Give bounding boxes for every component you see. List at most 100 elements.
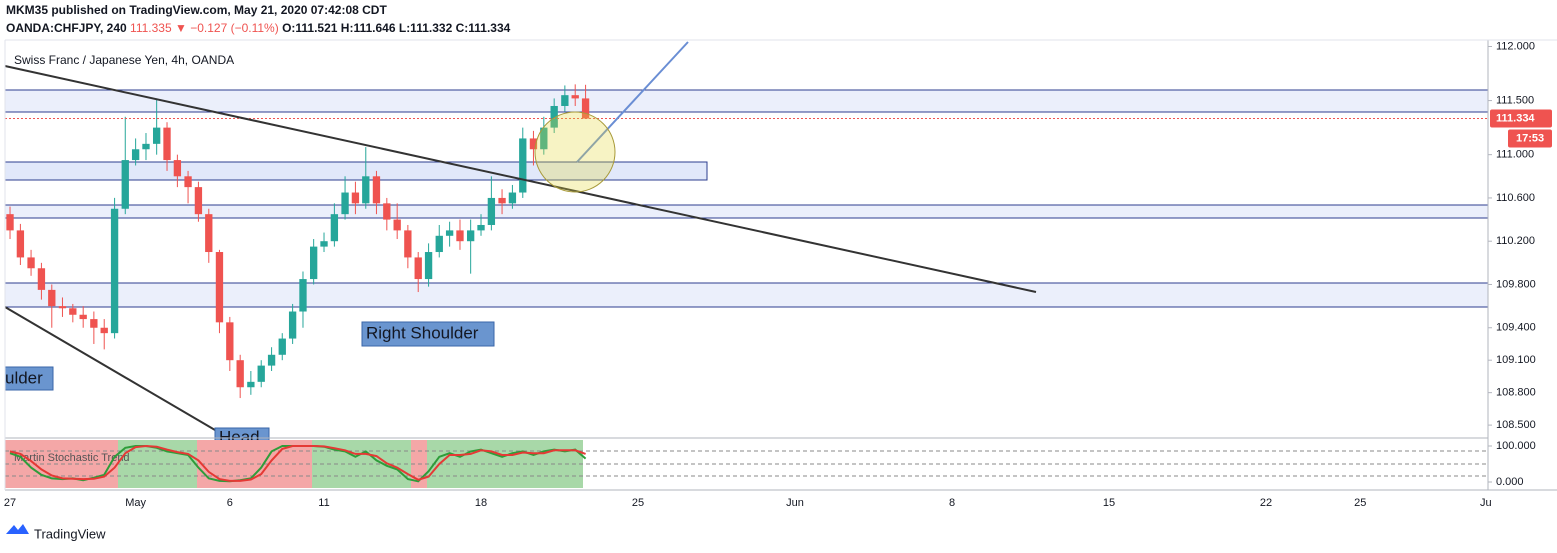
candle-body [194,187,203,215]
candle-body [414,257,422,280]
candle-body [6,214,14,231]
x-tick-label: 27 [4,497,16,509]
y-tick-label: 108.800 [1496,387,1536,399]
x-tick-label: Ju [1480,497,1492,509]
y-tick-label: 109.100 [1496,354,1536,366]
candle-body [383,203,391,220]
candle-body [163,127,171,161]
candle-body [508,192,517,204]
highlight-circle [534,111,616,193]
x-tick-label: 6 [227,497,233,509]
y-tick-label: 109.400 [1496,322,1536,334]
axes: 27 May 6 11 18 25 Jun 8 15 22 25 Ju 112.000 111.500 11… [4,40,1552,509]
candle-body [110,208,119,334]
y-tick-label: 111.000 [1496,149,1534,161]
x-tick-label: May [125,497,146,509]
zone [4,204,1489,219]
candle-body [519,138,527,193]
brand: TradingView [34,526,106,541]
drawings [4,89,1489,308]
candle-body [131,149,140,161]
candle-body [571,95,579,99]
chart-title: Swiss Franc / Japanese Yen, 4h, OANDA [14,53,234,67]
candle-body [529,138,538,150]
ohlc: H:111.646 [340,21,396,35]
candle-body [267,354,276,366]
x-tick-label: 22 [1260,497,1272,509]
candle-body [299,279,307,312]
candle-body [309,246,318,280]
candle-body [184,176,192,188]
candle-body [48,289,56,307]
candle-body [487,197,496,225]
y-tick-label: 111.500 [1496,94,1534,106]
candle-body [58,306,67,309]
candle-body [288,311,297,339]
candle-body [173,160,182,177]
y-tick-label: 0.000 [1496,476,1524,488]
change: ▼ −0.127 (−0.11%) [175,21,279,35]
y-tick-label: 112.000 [1496,40,1535,52]
candle-body [456,230,464,242]
candle-body [247,381,255,388]
candle-body [152,127,161,144]
candle-body [79,314,87,320]
candle-body [393,219,401,231]
candle-body [69,308,77,315]
y-tick-label: 109.800 [1496,278,1536,290]
y-tick-label: 110.600 [1496,192,1535,204]
ohlc: O:111.521 [282,21,338,35]
annotation: Right Shoulder [366,323,479,342]
y-tick-label: 108.500 [1496,419,1536,431]
trend-line [4,65,1037,293]
candle-body [581,98,590,119]
price-tag [1490,109,1552,128]
candle-body [351,192,360,204]
x-tick-label: Jun [786,497,804,509]
candle-body [90,319,98,328]
candle-body [215,252,224,323]
candle-body [424,252,433,280]
indicator-name: Martin Stochastic Trend [14,452,130,464]
candle-body [498,197,506,204]
candle-body [445,230,454,236]
x-tick-label: 18 [475,497,487,509]
candle-body [362,176,370,204]
candle-body [466,230,475,242]
candle-body [372,176,381,204]
candle-body [278,338,286,355]
candle-body [404,230,412,258]
byline-text: MKM35 published on TradingView.com, May … [6,3,387,17]
projection-line [576,41,689,163]
candle-body [435,235,443,253]
candle-body [341,192,349,215]
zone [4,89,1489,113]
x-tick-label: 11 [318,497,329,509]
annotation: ulder [5,368,43,387]
countdown-tag [1508,129,1552,148]
candle-body [100,327,108,334]
symbol-line: OANDA:CHFJPY, 240 111.335 ▼ −0.127 (−0.1… [6,21,510,35]
symbol: OANDA:CHFJPY, 240 [6,21,127,35]
x-tick-label: 25 [632,497,644,509]
ohlc: C:111.334 [455,21,511,35]
candle-body [561,95,569,106]
candle-body [142,143,150,150]
candle-body [27,257,35,269]
y-tick-label: 100.000 [1496,440,1536,452]
x-tick-label: 25 [1354,497,1366,509]
candle-body [550,105,558,128]
candle-body [205,214,213,253]
ohlc: L:111.332 [398,21,453,35]
byline: MKM35 published on TradingView.com, May … [6,3,387,17]
candle-body [226,322,234,361]
indicator-panel: Martin Stochastic Trend [5,440,1488,490]
logo [6,524,29,534]
candle-body [236,360,244,388]
last: 111.335 [130,21,172,35]
zone [4,282,1489,308]
y-tick-label: 110.200 [1496,235,1535,247]
annotation-box [361,321,495,347]
